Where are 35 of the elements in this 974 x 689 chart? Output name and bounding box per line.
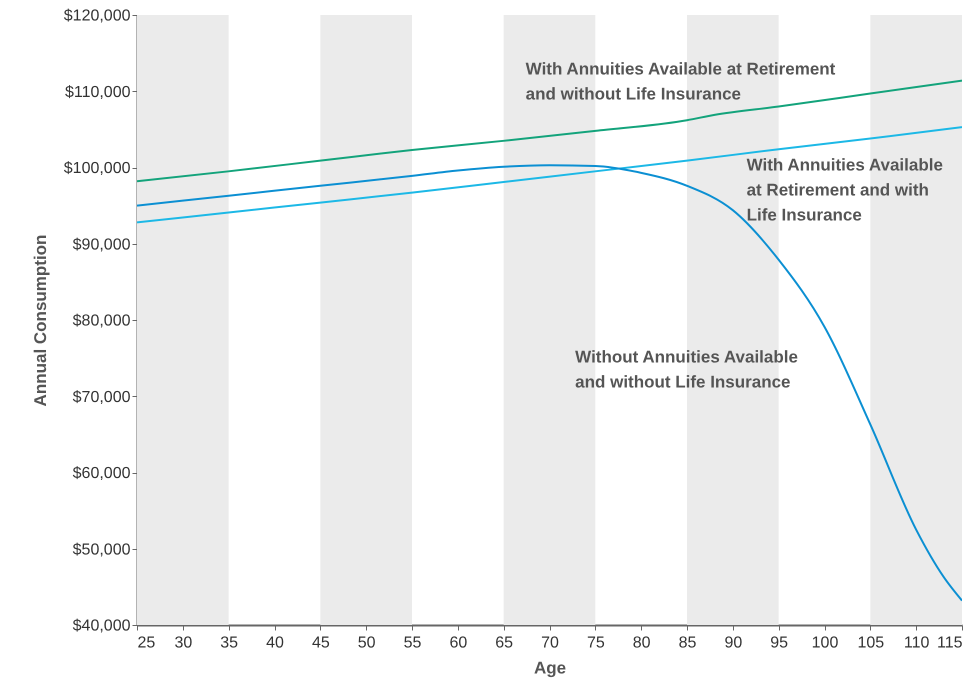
x-tick-label: 45 xyxy=(312,634,330,652)
y-tick-label: $70,000 xyxy=(72,388,131,406)
y-tick-label: $100,000 xyxy=(64,160,131,177)
y-tick-label: $60,000 xyxy=(72,465,131,482)
x-tick-label: 100 xyxy=(812,634,838,652)
y-tick-label: $120,000 xyxy=(64,8,131,24)
x-tick-label: 60 xyxy=(449,634,468,652)
y-tick-label: $40,000 xyxy=(72,618,131,634)
y-tick-label: $110,000 xyxy=(64,84,131,101)
series-label: Without Annuities Available and without Life Insurance xyxy=(575,348,798,392)
x-tick-label: 110 xyxy=(904,634,930,652)
x-tick-label: 105 xyxy=(857,634,884,652)
y-tick-label: $80,000 xyxy=(72,312,131,330)
x-tick-label: 95 xyxy=(770,634,788,652)
y-tick-label: $50,000 xyxy=(72,541,131,558)
y-axis-title: Annual Consumption xyxy=(30,234,50,406)
x-tick-label: 75 xyxy=(586,634,605,652)
x-tick-label: 90 xyxy=(724,634,742,652)
series-label: With Annuities Available at Retirement and with Life Insurance xyxy=(746,156,943,225)
line-series xyxy=(137,80,962,182)
x-tick-label: 115 xyxy=(936,634,963,652)
x-tick-label: 85 xyxy=(678,634,696,652)
line-series xyxy=(137,126,962,224)
x-tick-label: 35 xyxy=(220,634,238,652)
x-tick-label: 55 xyxy=(404,634,422,652)
x-tick-label: 40 xyxy=(266,634,284,652)
x-tick-label: 50 xyxy=(358,634,376,652)
x-axis-title: Age xyxy=(534,658,566,678)
x-tick-label: 65 xyxy=(495,634,514,652)
x-tick-label: 25 xyxy=(138,634,156,652)
x-tick-label: 70 xyxy=(541,634,559,652)
y-tick-label: $90,000 xyxy=(72,236,131,254)
series-label: With Annuities Available at Retirement and without Life Insurance xyxy=(526,60,836,104)
x-tick-label: 80 xyxy=(632,634,651,652)
x-tick-label: 30 xyxy=(174,634,192,652)
